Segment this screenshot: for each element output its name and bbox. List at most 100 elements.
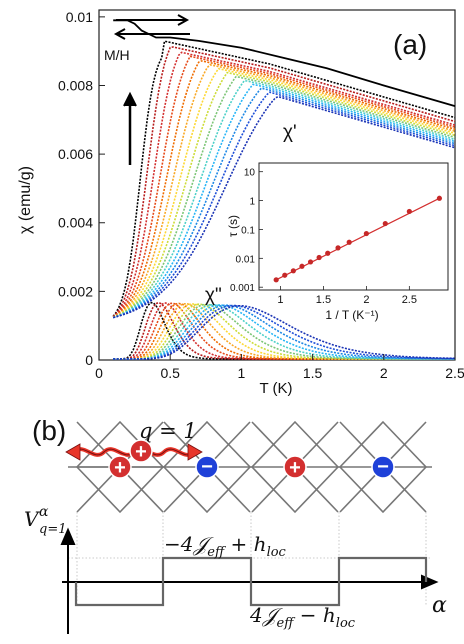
inset-y-tick-label: 10 bbox=[244, 168, 256, 179]
potential-y-label-sub: q=1 bbox=[39, 522, 67, 537]
chi-prime-curve bbox=[112, 83, 456, 319]
chi-prime-curve bbox=[112, 95, 456, 319]
plus-charge-2 bbox=[283, 455, 307, 479]
inset-x-label: 1 / T (K⁻¹) bbox=[325, 308, 378, 322]
chi-double-prime-curve bbox=[113, 303, 455, 360]
inset-data-point bbox=[436, 195, 443, 201]
main-axis-ticks: 0 0.5 1 1.5 2 2.5 0 0.002 0.004 0.006 0.008 0.01 bbox=[58, 9, 464, 381]
plus-charge-hopping-sign: + bbox=[135, 441, 147, 463]
inset-data-point bbox=[406, 208, 412, 215]
lower-level-label: 4𝒥eff − hloc bbox=[249, 603, 356, 631]
chi-double-prime-curve bbox=[113, 303, 455, 360]
upper-level-label-sub: eff bbox=[207, 545, 227, 560]
plus-charge-1 bbox=[108, 455, 132, 479]
y-tick-label: 0.006 bbox=[58, 146, 93, 162]
potential-y-label-sup: α bbox=[39, 504, 49, 520]
inset-x-tick-label: 1.5 bbox=[316, 294, 331, 306]
y-tick-label: 0 bbox=[85, 352, 93, 368]
x-tick-label: 0 bbox=[95, 365, 103, 381]
step-potential bbox=[74, 556, 428, 607]
chi-prime-curve bbox=[112, 60, 456, 318]
inset-data-point bbox=[316, 254, 322, 261]
plus-charge-2-sign: + bbox=[289, 457, 301, 479]
x-tick-label: 1.5 bbox=[303, 365, 323, 381]
minus-charge-1 bbox=[195, 455, 219, 479]
right-arrow-head bbox=[177, 14, 190, 26]
wavy-arrow-head-left bbox=[65, 443, 81, 461]
y-tick-label: 0.01 bbox=[66, 9, 93, 25]
chi-prime-label: χ' bbox=[283, 122, 297, 143]
upper-level-label-main: −4𝒥 bbox=[164, 532, 214, 556]
x-tick-label: 0.5 bbox=[160, 365, 180, 381]
chi-prime-curve bbox=[112, 51, 456, 318]
potential-x-arrowhead bbox=[421, 574, 439, 590]
inset-y-tick-label: 1 bbox=[249, 197, 255, 208]
sweep-arrows bbox=[113, 14, 190, 165]
chi-double-prime-label: χ" bbox=[205, 285, 222, 306]
y-tick-label: 0.002 bbox=[58, 283, 93, 299]
plus-charge-1-sign: + bbox=[114, 457, 126, 479]
y-axis-label: χ (emu/g) bbox=[17, 166, 34, 234]
x-axis-label: T (K) bbox=[259, 380, 292, 397]
inset-data-point bbox=[382, 220, 388, 227]
potential-y-label: V bbox=[24, 507, 41, 531]
alpha-axis-label: α bbox=[432, 593, 447, 618]
chi-prime-curve bbox=[112, 87, 456, 319]
y-tick-label: 0.004 bbox=[58, 215, 93, 231]
plus-charge-hopping bbox=[129, 439, 153, 463]
lower-level-label-sub2: loc bbox=[336, 616, 356, 631]
minus-charge-2-sign: − bbox=[377, 456, 389, 478]
lower-level-label-tail: − h bbox=[293, 603, 335, 627]
potential-y-label-main: V bbox=[24, 507, 41, 531]
chi-double-prime-curve bbox=[113, 305, 455, 360]
charges: + + − + − bbox=[108, 439, 395, 479]
chi-double-prime-curve bbox=[113, 304, 456, 360]
inset-x-tick-label: 2.5 bbox=[402, 294, 417, 306]
panel-b: (b) q = 1 + bbox=[24, 415, 447, 634]
inset-frame bbox=[258, 162, 449, 291]
chi-double-prime-curve bbox=[113, 303, 455, 360]
upper-level-label-sub2: loc bbox=[267, 545, 287, 560]
inset-data-point bbox=[307, 259, 314, 265]
inset-x-tick-label: 2 bbox=[363, 294, 369, 306]
inset-data-point bbox=[346, 239, 352, 245]
inset-data: 1 1.5 2 2.5 0.001 0.01 0.1 1 10 bbox=[230, 168, 443, 306]
potential-y-arrowhead bbox=[60, 527, 76, 545]
panel-b-label: (b) bbox=[32, 415, 66, 446]
inset-y-tick-label: 0.01 bbox=[236, 254, 256, 265]
panel-a: 0 0.5 1 1.5 2 2.5 0 0.002 0.004 0.006 0.008 0.01 χ … bbox=[17, 9, 464, 397]
left-arrow-head bbox=[113, 28, 126, 40]
chi-prime-curve bbox=[112, 46, 456, 318]
mh-curve bbox=[113, 19, 456, 107]
inset-y-tick-label: 0.1 bbox=[241, 225, 255, 236]
chi-prime-curve bbox=[112, 40, 456, 317]
inset-data-point bbox=[290, 268, 296, 274]
chi-double-prime-curve bbox=[113, 303, 455, 360]
x-tick-label: 2.5 bbox=[445, 365, 464, 381]
inset-data-point bbox=[325, 250, 331, 256]
x-tick-label: 1 bbox=[238, 365, 246, 381]
lower-level-label-sub: eff bbox=[277, 616, 297, 631]
upper-level-label: −4𝒥eff + hloc bbox=[164, 532, 287, 560]
inset-data-point bbox=[335, 245, 341, 251]
chi-prime-curve bbox=[113, 91, 456, 319]
up-arrow-head bbox=[123, 91, 137, 107]
minus-charge-1-sign: − bbox=[201, 456, 213, 478]
inset-x-tick-label: 1 bbox=[277, 294, 283, 306]
mh-label: M/H bbox=[104, 47, 130, 63]
chi-prime-curve bbox=[112, 71, 456, 319]
inset-data-point bbox=[273, 277, 279, 283]
q-label: q = 1 bbox=[139, 419, 197, 443]
inset-data-point bbox=[282, 272, 288, 278]
chi-double-prime-curve bbox=[113, 304, 455, 360]
x-tick-label: 2 bbox=[380, 365, 388, 381]
minus-charge-2 bbox=[371, 455, 395, 479]
chi-prime-curve bbox=[112, 63, 456, 318]
panel-a-label: (a) bbox=[393, 29, 427, 60]
upper-level-label-tail: + h bbox=[224, 532, 266, 556]
diamond-3 bbox=[250, 420, 340, 514]
chi-double-prime-curve bbox=[113, 304, 455, 360]
chi-prime-curve bbox=[112, 76, 456, 319]
chi-prime-curve bbox=[112, 67, 456, 319]
